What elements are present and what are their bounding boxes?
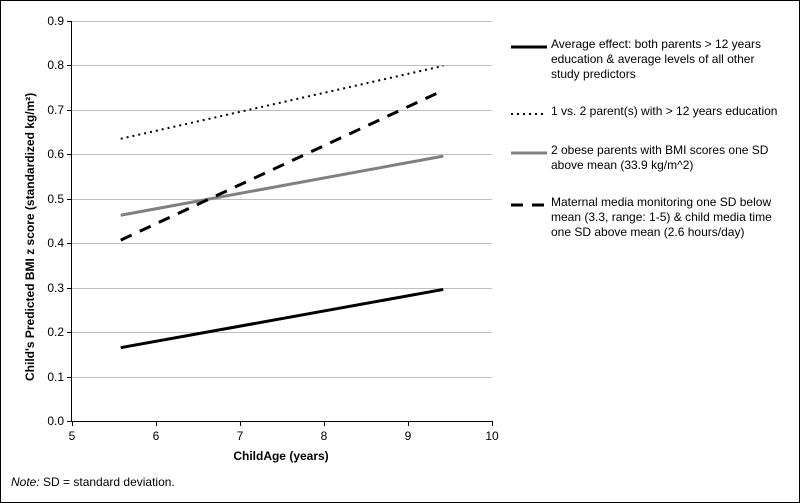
y-tick-label: 0.4 xyxy=(34,236,64,250)
y-tick-label: 0.2 xyxy=(34,325,64,339)
x-tick-mark xyxy=(72,421,73,426)
y-tick-label: 0.8 xyxy=(34,58,64,72)
legend-swatch xyxy=(511,198,547,212)
plot-area: 0.00.10.20.30.40.50.60.70.80.95678910 xyxy=(71,21,492,422)
x-tick-mark xyxy=(240,421,241,426)
legend-swatch xyxy=(511,146,547,160)
figure-note: Note: SD = standard deviation. xyxy=(11,475,175,489)
x-axis-title: ChildAge (years) xyxy=(233,449,328,463)
series-average_effect xyxy=(121,289,444,347)
legend-swatch xyxy=(511,40,547,54)
figure-container: Child's Predicted BMI z score (standardi… xyxy=(0,0,800,503)
legend-label: Maternal media monitoring one SD below m… xyxy=(551,195,781,240)
x-tick-label: 10 xyxy=(485,429,498,443)
legend-item-one_vs_two_parents_12yrs: 1 vs. 2 parent(s) with > 12 years educat… xyxy=(511,104,781,121)
y-tick-label: 0.0 xyxy=(34,414,64,428)
legend-label: 1 vs. 2 parent(s) with > 12 years educat… xyxy=(551,104,777,119)
x-tick-label: 8 xyxy=(321,429,328,443)
y-tick-label: 0.5 xyxy=(34,192,64,206)
y-tick-label: 0.9 xyxy=(34,14,64,28)
x-tick-label: 5 xyxy=(69,429,76,443)
y-tick-label: 0.3 xyxy=(34,281,64,295)
y-tick-label: 0.7 xyxy=(34,103,64,117)
legend-item-two_obese_parents: 2 obese parents with BMI scores one SD a… xyxy=(511,143,781,173)
x-tick-label: 7 xyxy=(237,429,244,443)
x-tick-label: 9 xyxy=(405,429,412,443)
x-tick-mark xyxy=(492,421,493,426)
note-text: SD = standard deviation. xyxy=(43,475,175,489)
legend-item-maternal_media_monitoring: Maternal media monitoring one SD below m… xyxy=(511,195,781,240)
legend-swatch xyxy=(511,107,547,121)
x-tick-label: 6 xyxy=(153,429,160,443)
x-tick-mark xyxy=(408,421,409,426)
y-tick-label: 0.6 xyxy=(34,147,64,161)
y-tick-label: 0.1 xyxy=(34,370,64,384)
legend-item-average_effect: Average effect: both parents > 12 years … xyxy=(511,37,781,82)
legend-label: Average effect: both parents > 12 years … xyxy=(551,37,781,82)
note-prefix: Note: xyxy=(11,475,43,489)
series-one_vs_two_parents_12yrs xyxy=(121,66,444,139)
legend-label: 2 obese parents with BMI scores one SD a… xyxy=(551,143,781,173)
legend: Average effect: both parents > 12 years … xyxy=(511,37,781,262)
series-svg xyxy=(72,21,492,421)
x-tick-mark xyxy=(156,421,157,426)
x-tick-mark xyxy=(324,421,325,426)
